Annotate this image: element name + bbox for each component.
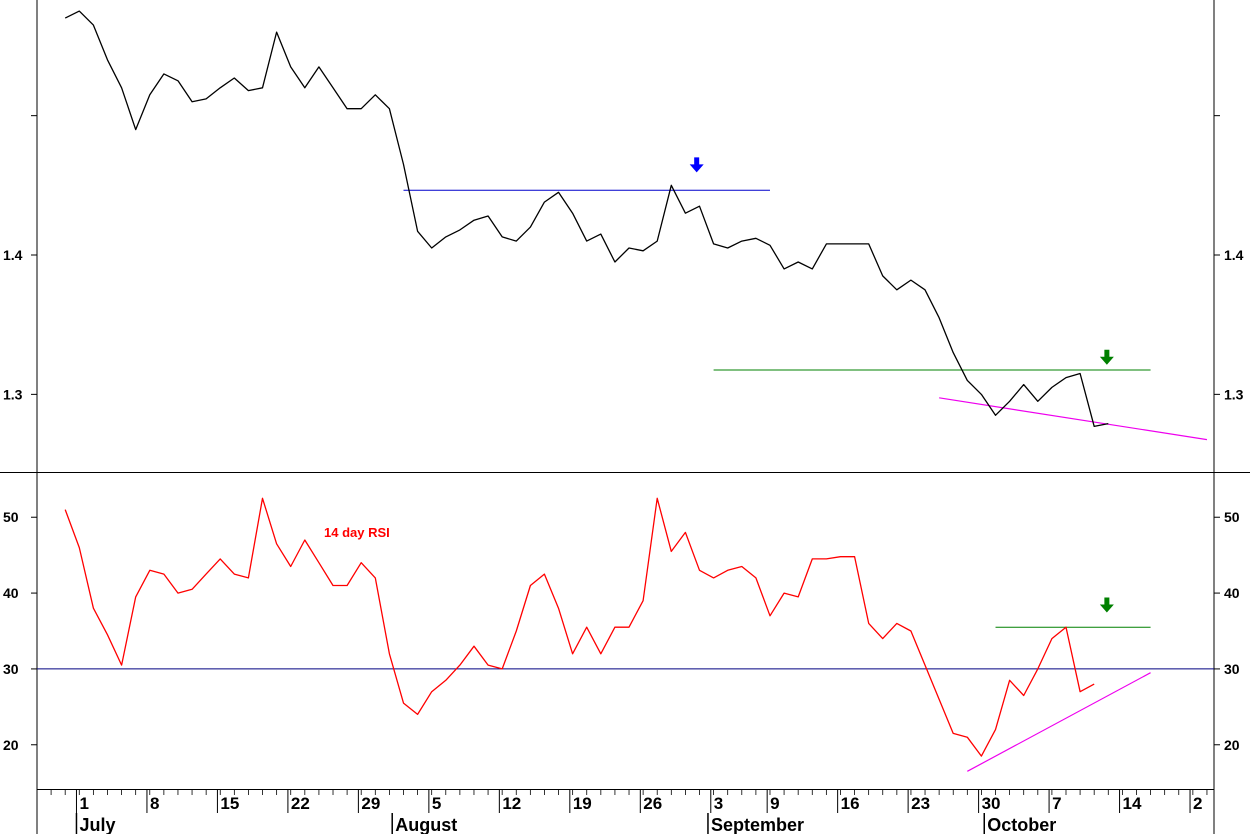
price-panel: 1.3 1.3 1.4 1.4 xyxy=(3,10,1244,441)
rsi-ytick-label-left: 30 xyxy=(3,661,19,677)
rsi-ytick-label-right: 40 xyxy=(1224,585,1240,601)
date-tick-label: 12 xyxy=(502,794,521,813)
price-ytick-label-left: 1.3 xyxy=(3,386,23,402)
date-tick-label: 30 xyxy=(982,794,1001,813)
rsi-ytick-label-left: 20 xyxy=(3,737,19,753)
price-ytick-label-right: 1.3 xyxy=(1224,386,1244,402)
month-label: September xyxy=(711,815,804,834)
date-tick-label: 3 xyxy=(714,794,723,813)
rsi-ytick-label-left: 40 xyxy=(3,585,19,601)
date-tick-label: 9 xyxy=(770,794,779,813)
date-tick-label: 22 xyxy=(291,794,310,813)
month-label: July xyxy=(79,815,115,834)
rsi-title: 14 day RSI xyxy=(324,525,390,540)
rsi-trend-line xyxy=(967,672,1151,772)
price-series-line xyxy=(64,10,1109,428)
date-tick-label: 16 xyxy=(841,794,860,813)
rsi-ytick-label-right: 50 xyxy=(1224,509,1240,525)
rsi-arrow-down-icon xyxy=(1099,597,1114,613)
date-tick-label: 5 xyxy=(432,794,441,813)
date-tick-label: 14 xyxy=(1123,794,1142,813)
rsi-ytick-label-right: 20 xyxy=(1224,737,1240,753)
date-tick-label: 23 xyxy=(911,794,930,813)
date-tick-label: 1 xyxy=(79,794,88,813)
month-label: August xyxy=(395,815,457,834)
price-arrow-down-icon xyxy=(689,157,704,173)
date-axis: 1 8 15 22 29 5 12 19 26 3 9 16 23 30 7 14 2 July August Sep… xyxy=(36,790,1208,834)
date-tick-label: 2 xyxy=(1193,794,1202,813)
date-tick-label: 19 xyxy=(573,794,592,813)
month-label: October xyxy=(987,815,1056,834)
rsi-ytick-label-right: 30 xyxy=(1224,661,1240,677)
date-tick-label: 29 xyxy=(361,794,380,813)
date-tick-label: 15 xyxy=(220,794,239,813)
rsi-panel: 20 20 30 30 40 40 50 50 xyxy=(3,497,1240,772)
price-ytick-label-right: 1.4 xyxy=(1224,247,1244,263)
date-tick-label: 26 xyxy=(643,794,662,813)
price-arrow-down-icon xyxy=(1099,349,1114,365)
rsi-series-line xyxy=(64,497,1095,757)
date-tick-label: 7 xyxy=(1052,794,1061,813)
rsi-ytick-label-left: 50 xyxy=(3,509,19,525)
price-ytick-label-left: 1.4 xyxy=(3,247,23,263)
price-trend-line xyxy=(939,397,1208,441)
date-tick-label: 8 xyxy=(150,794,159,813)
